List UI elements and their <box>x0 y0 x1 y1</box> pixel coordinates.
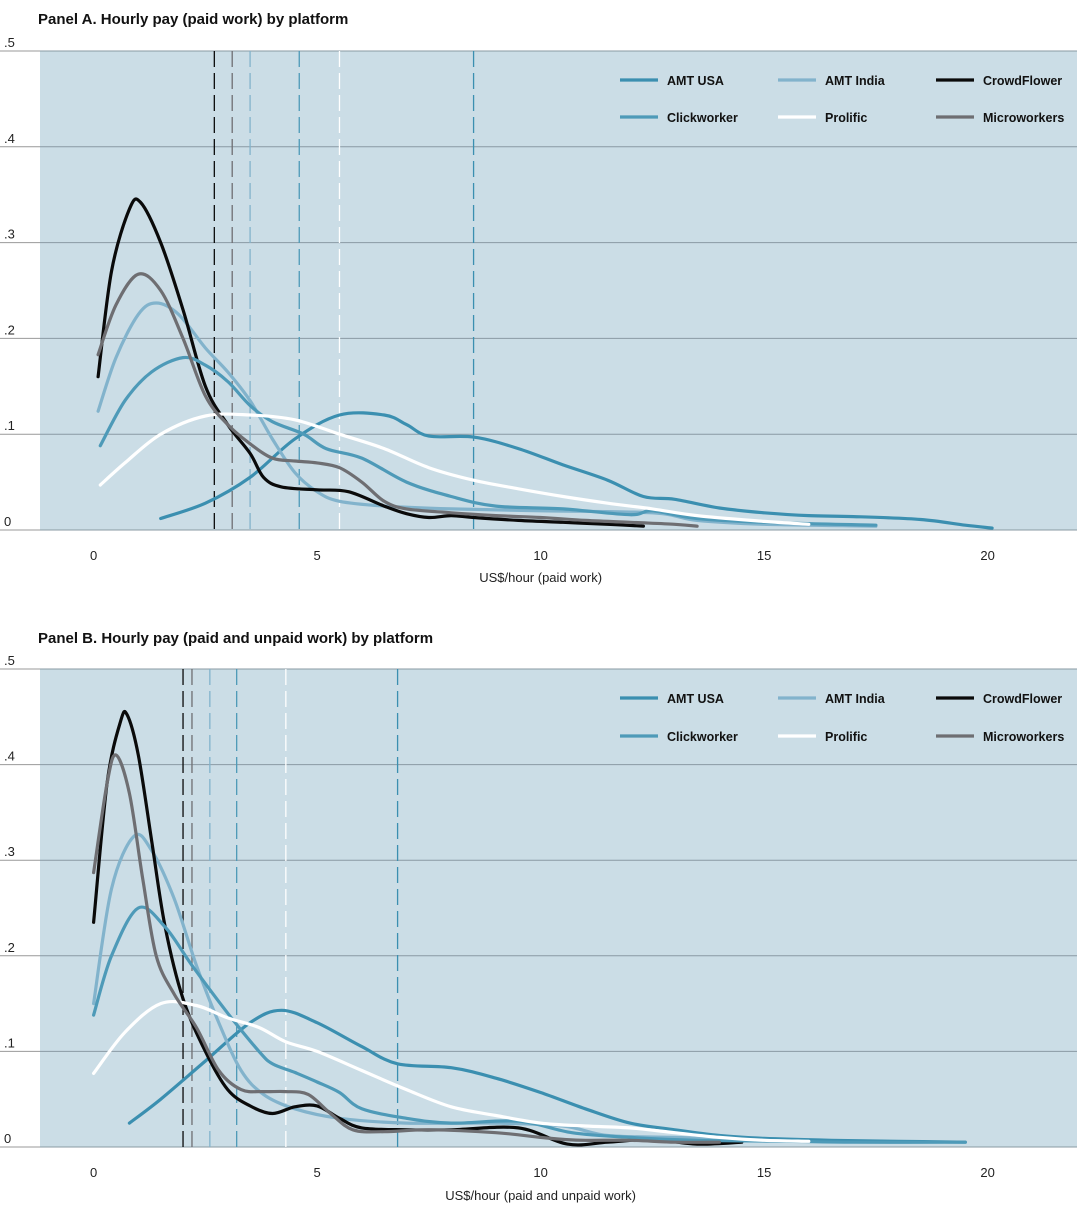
y-tick-label: .4 <box>4 131 15 146</box>
legend-label: CrowdFlower <box>983 74 1062 88</box>
x-tick-label: 0 <box>90 1165 97 1180</box>
panel-title: Panel B. Hourly pay (paid and unpaid wor… <box>38 630 433 647</box>
legend-item: CrowdFlower <box>936 692 1062 706</box>
legend-item: Prolific <box>778 111 867 125</box>
x-axis-title: US$/hour (paid and unpaid work) <box>445 1188 636 1203</box>
series-line-prolific <box>98 412 811 526</box>
panel-b: Panel B. Hourly pay (paid and unpaid wor… <box>0 630 1077 1203</box>
series-line-crowdflower <box>92 709 744 1147</box>
legend-label: AMT USA <box>667 692 724 706</box>
x-tick-label: 10 <box>533 548 547 563</box>
legend-label: AMT India <box>825 74 886 88</box>
x-tick-label: 5 <box>314 548 321 563</box>
y-tick-label: .4 <box>4 749 15 764</box>
series-line-crowdflower <box>96 197 645 528</box>
y-tick-label: .1 <box>4 1035 15 1050</box>
x-tick-label: 20 <box>980 548 994 563</box>
x-tick-label: 20 <box>980 1165 994 1180</box>
legend-item: Microworkers <box>936 111 1064 125</box>
legend-label: Clickworker <box>667 111 738 125</box>
legend-item: Prolific <box>778 730 867 744</box>
legend-label: Microworkers <box>983 111 1064 125</box>
legend-label: AMT USA <box>667 74 724 88</box>
legend-label: Prolific <box>825 730 867 744</box>
series-line-clickworker <box>92 905 967 1144</box>
legend-label: Microworkers <box>983 730 1064 744</box>
legend-item: AMT USA <box>620 692 724 706</box>
legend-item: Clickworker <box>620 111 738 125</box>
y-tick-label: .3 <box>4 844 15 859</box>
plot-area <box>40 51 1077 530</box>
x-tick-label: 0 <box>90 548 97 563</box>
legend-label: CrowdFlower <box>983 692 1062 706</box>
x-tick-label: 5 <box>314 1165 321 1180</box>
legend-label: Clickworker <box>667 730 738 744</box>
x-axis-title: US$/hour (paid work) <box>479 570 602 585</box>
legend-item: Microworkers <box>936 730 1064 744</box>
series-line-prolific <box>92 999 811 1143</box>
legend-label: Prolific <box>825 111 867 125</box>
y-tick-label: .3 <box>4 227 15 242</box>
legend-item: AMT USA <box>620 74 724 88</box>
plot-area <box>40 669 1077 1147</box>
panel-title: Panel A. Hourly pay (paid work) by platf… <box>38 11 348 28</box>
y-tick-label: .5 <box>4 653 15 668</box>
series-line-clickworker <box>98 355 878 527</box>
y-tick-label: 0 <box>4 514 11 529</box>
y-tick-label: 0 <box>4 1131 11 1146</box>
series-line-amt-usa <box>127 1008 967 1144</box>
y-tick-label: .5 <box>4 35 15 50</box>
legend-item: Clickworker <box>620 730 738 744</box>
x-tick-label: 15 <box>757 548 771 563</box>
legend-item: AMT India <box>778 692 886 706</box>
series-line-amt-usa <box>159 411 994 530</box>
series-line-microworkers <box>92 753 721 1144</box>
legend-item: CrowdFlower <box>936 74 1062 88</box>
panel-a: Panel A. Hourly pay (paid work) by platf… <box>0 11 1077 585</box>
y-tick-label: .2 <box>4 322 15 337</box>
legend-item: AMT India <box>778 74 886 88</box>
x-tick-label: 10 <box>533 1165 547 1180</box>
series-line-microworkers <box>96 272 699 528</box>
y-tick-label: .1 <box>4 418 15 433</box>
legend-label: AMT India <box>825 692 886 706</box>
y-tick-label: .2 <box>4 940 15 955</box>
x-tick-label: 15 <box>757 1165 771 1180</box>
